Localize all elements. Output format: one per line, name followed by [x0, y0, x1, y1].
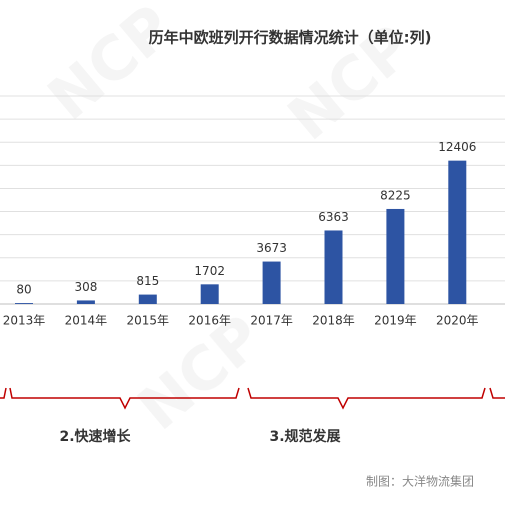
- bracket: [489, 387, 505, 399]
- x-tick-label: 2017年: [250, 314, 293, 328]
- phase-brackets: [0, 387, 505, 410]
- bar: [200, 284, 219, 304]
- x-tick-label: 2013年: [3, 314, 46, 328]
- bar: [324, 230, 343, 304]
- phase-label: 3.规范发展: [269, 428, 340, 445]
- value-label: 815: [136, 274, 159, 288]
- bar: [386, 208, 405, 304]
- value-label: 308: [74, 280, 97, 294]
- value-label: 12406: [438, 140, 476, 154]
- x-tick-label: 2014年: [65, 314, 108, 328]
- chart-title: 历年中欧班列开行数据情况统计（单位:列): [149, 29, 432, 47]
- x-tick-label: 2019年: [374, 314, 417, 328]
- bracket: [247, 387, 486, 410]
- bar: [15, 303, 33, 304]
- watermark: NCP NCP NCP: [35, 0, 426, 444]
- x-tick-label: 2018年: [312, 314, 355, 328]
- value-label: 8225: [380, 188, 411, 202]
- bar: [76, 300, 95, 304]
- source: 制图：大洋物流集团: [366, 474, 474, 489]
- bar: [138, 294, 157, 304]
- value-label: 6363: [318, 210, 349, 224]
- watermark-text: NCP: [35, 0, 186, 134]
- bar: [448, 160, 467, 304]
- x-tick-label: 2015年: [127, 314, 170, 328]
- x-tick-label: 2016年: [188, 314, 231, 328]
- x-tick-label: 2020年: [436, 314, 479, 328]
- value-label: 80: [16, 283, 31, 297]
- value-label: 3673: [256, 241, 287, 255]
- phase-label: 2.快速增长: [59, 428, 131, 445]
- bracket: [0, 387, 7, 399]
- bar: [262, 261, 281, 304]
- value-label: 1702: [194, 264, 225, 278]
- bracket: [9, 387, 240, 410]
